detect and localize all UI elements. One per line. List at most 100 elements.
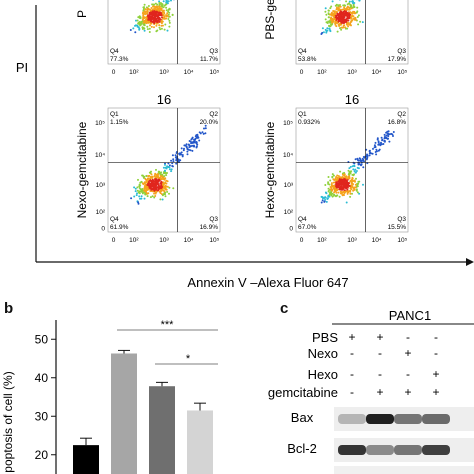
flow-plots: Q477.3%Q311.7%010²10³10⁴10⁵10³PQ453.8%Q3… [75, 0, 409, 244]
q3-corner-label: Q3 [209, 48, 218, 55]
row-sign: - [378, 367, 382, 381]
flow-sample-label: P [75, 10, 89, 18]
flow-sample-label: Hexo-gemcitabine [263, 121, 277, 218]
flow-x-tick: 10⁵ [209, 69, 219, 76]
row-label-PBS: PBS [312, 330, 338, 345]
flow-density-points [320, 0, 364, 35]
row-label-gemcitabine: gemcitabine [268, 385, 338, 400]
flow-sample-label: Nexo-gemcitabine [75, 121, 89, 218]
flow-plot-frame [295, 0, 409, 65]
row-sign: + [432, 367, 439, 381]
q3-value: 11.7% [200, 56, 218, 63]
flow-x-tick: 10⁵ [397, 69, 407, 76]
flow-x-tick: 0 [112, 69, 116, 76]
row-sign: + [376, 385, 383, 399]
q2-value: 20.0% [200, 119, 219, 126]
band-Bcl-2-lane-3 [394, 445, 422, 455]
band-Bcl-2-lane-4 [422, 445, 450, 455]
band-Bax-lane-2 [366, 414, 394, 424]
q1-corner-label: Q1 [110, 111, 119, 118]
sig-label-1: *** [161, 319, 175, 331]
condition-rows: PBS + + - -Nexo - - + -Hexo - - - +gemcitabine - + + + [268, 330, 440, 400]
row-sign: - [434, 330, 438, 344]
flow-density-points [130, 124, 207, 205]
flow-density-points [129, 0, 175, 34]
row-label-Nexo: Nexo [308, 346, 338, 361]
flow-y-tick: 0 [289, 225, 293, 232]
row-sign: + [348, 330, 355, 344]
flow-y-tick: 10³ [284, 182, 294, 189]
bar-4 [187, 410, 213, 474]
flow-x-tick: 10⁵ [397, 237, 407, 244]
panel-b-letter: b [4, 300, 14, 317]
q3-corner-label: Q3 [397, 216, 406, 223]
q3-value: 16.9% [200, 224, 219, 231]
q4-corner-label: Q4 [298, 48, 307, 55]
panel-b-bars [73, 349, 213, 474]
flow-y-tick: 10² [284, 209, 294, 216]
sig-label-2: * [186, 353, 191, 365]
pi-axis-label: PI [16, 60, 28, 75]
flow-density-points [320, 130, 395, 204]
panel-a: PI Annexin V –Alexa Fluor 647 Q477.3%Q31… [16, 0, 474, 290]
flow-x-tick: 10³ [159, 237, 169, 244]
q4-value: 67.0% [298, 224, 317, 231]
row-sign: + [432, 385, 439, 399]
annexin-axis-arrow [466, 258, 474, 266]
flow-x-tick: 10³ [347, 69, 357, 76]
y-tick-label: 50 [35, 332, 49, 346]
q3-corner-label: Q3 [397, 48, 406, 55]
flow-x-tick: 0 [112, 237, 116, 244]
flow-y-tick: 10⁴ [283, 152, 293, 159]
panel-b-ticks: 20 30 40 50 [35, 332, 56, 462]
flow-y-tick: 0 [101, 225, 105, 232]
bar-2 [111, 353, 137, 474]
band-Bax-lane-1 [338, 414, 366, 424]
row-sign: - [406, 367, 410, 381]
q4-corner-label: Q4 [110, 216, 119, 223]
q2-corner-label: Q2 [397, 111, 406, 118]
q1-value: 1.15% [110, 119, 129, 126]
panel-c-letter: c [280, 300, 289, 317]
flow-plot-frame [107, 0, 221, 65]
q4-value: 77.3% [110, 56, 129, 63]
flow-x-tick: 10⁴ [184, 69, 194, 76]
flow-x-tick: 0 [300, 69, 304, 76]
flow-x-tick: 10² [129, 69, 139, 76]
y-tick-label: 20 [35, 448, 49, 462]
bar-1 [73, 445, 99, 474]
panel-c-blot: PANC1 PBS + + - -Nexo - - + -Hexo - - - +gemcitabine… [268, 308, 474, 474]
row-sign: - [350, 346, 354, 360]
flow-x-tick: 10³ [159, 69, 169, 76]
q3-value: 15.5% [388, 224, 407, 231]
flow-y-tick: 10³ [96, 182, 106, 189]
flow-y-tick: 10⁴ [95, 152, 105, 159]
panc1-header: PANC1 [389, 308, 431, 323]
q1-corner-label: Q1 [298, 111, 307, 118]
flow-x-tick: 10⁴ [372, 69, 382, 76]
band-label-Bax: Bax [291, 410, 314, 425]
row-sign: - [434, 346, 438, 360]
y-tick-label: 30 [35, 409, 49, 423]
q4-corner-label: Q4 [110, 48, 119, 55]
blot-strip-partial [334, 466, 474, 474]
row-sign: - [350, 367, 354, 381]
q3-corner-label: Q3 [209, 216, 218, 223]
panel-b-chart: poptosis of cell (%) 20 30 40 50 *** * [1, 319, 218, 474]
q1-value: 0.932% [298, 119, 320, 126]
row-sign: + [404, 385, 411, 399]
annexin-axis-label: Annexin V –Alexa Fluor 647 [187, 275, 348, 290]
panel-b-ylabel: poptosis of cell (%) [1, 371, 15, 472]
flow-plot-frame [295, 107, 409, 233]
flow-x-tick: 0 [300, 237, 304, 244]
row-sign: - [378, 346, 382, 360]
flow-x-tick: 10³ [347, 237, 357, 244]
row-sign: - [350, 385, 354, 399]
flow-y-tick: 10⁵ [95, 120, 105, 127]
q2-corner-label: Q2 [209, 111, 218, 118]
bar-3 [149, 386, 175, 474]
